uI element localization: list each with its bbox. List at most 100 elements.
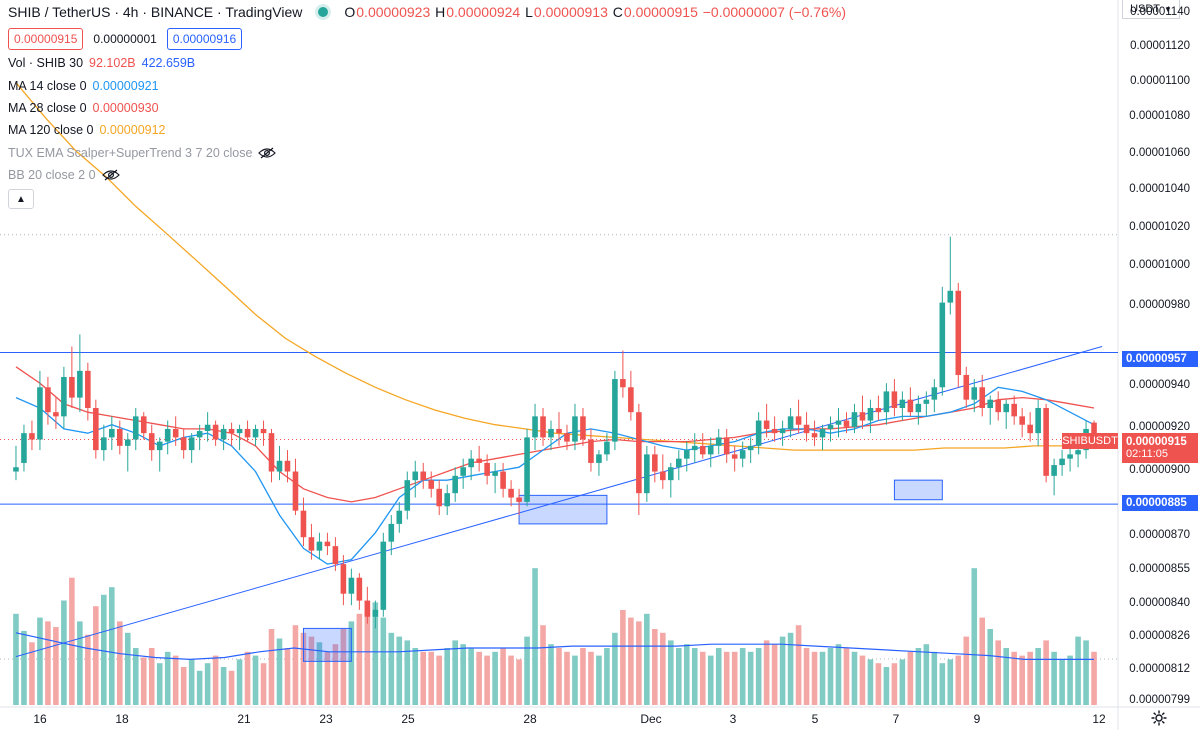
ma28-value: 0.00000930 [92, 101, 159, 115]
volume-bar [1027, 651, 1033, 705]
hidden-eye-icon[interactable] [258, 147, 277, 159]
time-tick-label: 9 [973, 712, 981, 726]
collapse-legend-button[interactable]: ▲ [8, 189, 34, 209]
volume-bar [779, 636, 786, 705]
volume-bar [883, 667, 890, 705]
indicator-vol[interactable]: Vol · SHIB 30 92.102B 422.659B [8, 56, 195, 70]
volume-bar [1083, 640, 1089, 705]
candle-body [899, 399, 906, 409]
volume-bar [228, 670, 235, 705]
candle-body [612, 379, 618, 442]
volume-bar [77, 621, 83, 705]
volume-bar [244, 651, 251, 705]
volume-bar [755, 648, 762, 705]
sell-price-button[interactable]: 0.00000915 [8, 28, 84, 50]
time-tick-label: Dec [640, 712, 662, 726]
indicator-ma120[interactable]: MA 120 close 0 0.00000912 [8, 123, 166, 137]
candle-body [124, 439, 131, 446]
candle-body [859, 412, 866, 421]
candle-body [388, 523, 395, 542]
currency-selector[interactable]: USDT ▼ [1122, 0, 1180, 19]
indicator-ma14[interactable]: MA 14 close 0 0.00000921 [8, 79, 159, 93]
candle-body [803, 424, 810, 434]
volume-bar [532, 568, 538, 705]
ma14-label: MA 14 close 0 [8, 79, 87, 93]
candle-body [739, 450, 746, 459]
time-tick-label: 28 [523, 712, 537, 726]
symbol-title[interactable]: SHIB / TetherUS · 4h · BINANCE · Trading… [8, 4, 303, 20]
candle-body [835, 420, 842, 425]
hidden-eye-icon[interactable] [101, 169, 120, 181]
buy-price-button[interactable]: 0.00000916 [166, 28, 243, 50]
volume-bar [428, 651, 435, 705]
volume-bar [1067, 655, 1073, 705]
candle-body [172, 428, 179, 438]
volume-bar [596, 655, 602, 705]
volume-bar [979, 617, 986, 705]
volume-bar [29, 642, 35, 705]
time-tick-label: 5 [811, 712, 819, 726]
current-price-value: 0.00000915 [1126, 436, 1187, 448]
candle-body [292, 471, 299, 511]
candle-body [132, 416, 139, 440]
candle-body [556, 428, 562, 434]
chevron-down-icon: ▼ [1164, 4, 1172, 14]
candle-body [540, 416, 546, 438]
price-tick-label: 0.00001120 [1130, 39, 1190, 52]
volume-bar [516, 659, 522, 705]
volume-bar [995, 640, 1002, 705]
change-value: −0.00000007 (−0.76%) [702, 4, 846, 20]
price-tick-label: 0.00001040 [1129, 183, 1190, 196]
candle-body [45, 387, 51, 413]
price-tick-label: 0.00000855 [1129, 562, 1190, 575]
volume-bar [915, 648, 922, 705]
volume-bar [827, 648, 834, 705]
volume-bar [707, 655, 714, 705]
volume-bar [436, 655, 443, 705]
open-key: O [344, 4, 356, 20]
indicator-tux[interactable]: TUX EMA Scalper+SuperTrend 3 7 20 close [8, 146, 277, 160]
volume-bar [388, 632, 395, 705]
candle-body [1019, 416, 1025, 425]
volume-bar [404, 640, 411, 705]
candle-body [1059, 458, 1065, 466]
candle-body [204, 424, 211, 432]
volume-bar [412, 648, 419, 705]
candle-body [77, 370, 83, 398]
price-tick-label: 0.00001080 [1129, 110, 1190, 123]
volume-bar [699, 651, 706, 705]
indicator-ma28[interactable]: MA 28 close 0 0.00000930 [8, 101, 159, 115]
time-tick-label: 7 [892, 712, 900, 726]
candle-body [140, 416, 147, 434]
volume-bar [1051, 651, 1057, 705]
volume-bar [268, 629, 275, 705]
candle-body [236, 428, 243, 434]
volume-bar [220, 667, 227, 705]
volume-bar [21, 630, 27, 705]
candle-body [564, 433, 570, 442]
highlight-box [893, 479, 943, 501]
price-tick-label: 0.00000920 [1129, 420, 1190, 433]
candle-body [915, 403, 922, 413]
gear-icon[interactable] [1150, 709, 1168, 727]
candle-body [851, 412, 858, 427]
candle-body [827, 424, 834, 429]
volume-bar [101, 594, 107, 705]
price-tick-label: 0.00001060 [1129, 146, 1190, 159]
symbol-price-tag: SHIBUSDT [1062, 433, 1118, 449]
volume-bar [683, 644, 690, 705]
price-tick-label: 0.00001020 [1129, 221, 1190, 234]
volume-bar [947, 659, 954, 705]
candle-body [109, 428, 115, 438]
volume-bar [899, 659, 906, 705]
indicator-bb[interactable]: BB 20 close 2 0 [8, 168, 120, 182]
volume-bar [891, 663, 898, 705]
volume-bar [236, 659, 243, 705]
candle-body [188, 437, 195, 451]
candle-body [396, 510, 403, 524]
volume-bar [148, 648, 155, 705]
volume-bar [292, 625, 299, 705]
volume-bar [452, 640, 458, 705]
candle-body [444, 493, 450, 507]
